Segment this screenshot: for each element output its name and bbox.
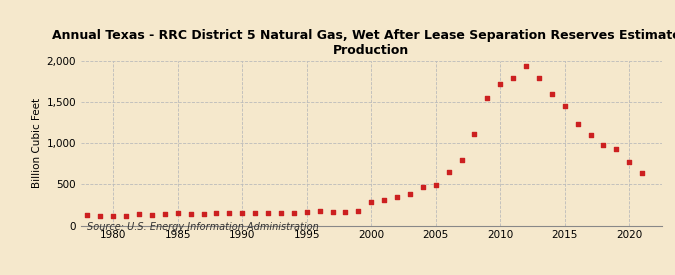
Point <box>624 160 634 164</box>
Point <box>404 192 415 196</box>
Point <box>275 211 286 215</box>
Point <box>431 183 441 187</box>
Point <box>146 213 157 217</box>
Point <box>250 211 261 215</box>
Text: Source: U.S. Energy Information Administration: Source: U.S. Energy Information Administ… <box>87 222 319 232</box>
Title: Annual Texas - RRC District 5 Natural Gas, Wet After Lease Separation Reserves E: Annual Texas - RRC District 5 Natural Ga… <box>53 29 675 57</box>
Point <box>288 211 299 215</box>
Point <box>340 210 351 214</box>
Point <box>366 200 377 204</box>
Point <box>482 96 493 101</box>
Point <box>198 211 209 216</box>
Point <box>82 213 93 217</box>
Point <box>172 211 183 215</box>
Point <box>456 158 467 163</box>
Point <box>637 170 647 175</box>
Point <box>533 76 544 81</box>
Point <box>108 214 119 219</box>
Point <box>469 131 480 136</box>
Point <box>263 211 273 215</box>
Point <box>547 91 558 96</box>
Y-axis label: Billion Cubic Feet: Billion Cubic Feet <box>32 98 43 188</box>
Point <box>134 212 144 217</box>
Point <box>392 195 402 200</box>
Point <box>508 76 518 80</box>
Point <box>495 81 506 86</box>
Point <box>237 211 248 215</box>
Point <box>443 170 454 175</box>
Point <box>353 209 364 213</box>
Point <box>417 185 428 189</box>
Point <box>301 210 312 214</box>
Point <box>611 147 622 151</box>
Point <box>185 211 196 216</box>
Point <box>211 211 222 215</box>
Point <box>327 210 338 214</box>
Point <box>560 104 570 108</box>
Point <box>315 209 325 214</box>
Point <box>598 143 609 148</box>
Point <box>159 211 170 216</box>
Point <box>224 211 235 215</box>
Point <box>121 213 132 218</box>
Point <box>379 198 389 202</box>
Point <box>572 122 583 127</box>
Point <box>95 214 106 218</box>
Point <box>585 133 596 138</box>
Point <box>520 64 531 68</box>
